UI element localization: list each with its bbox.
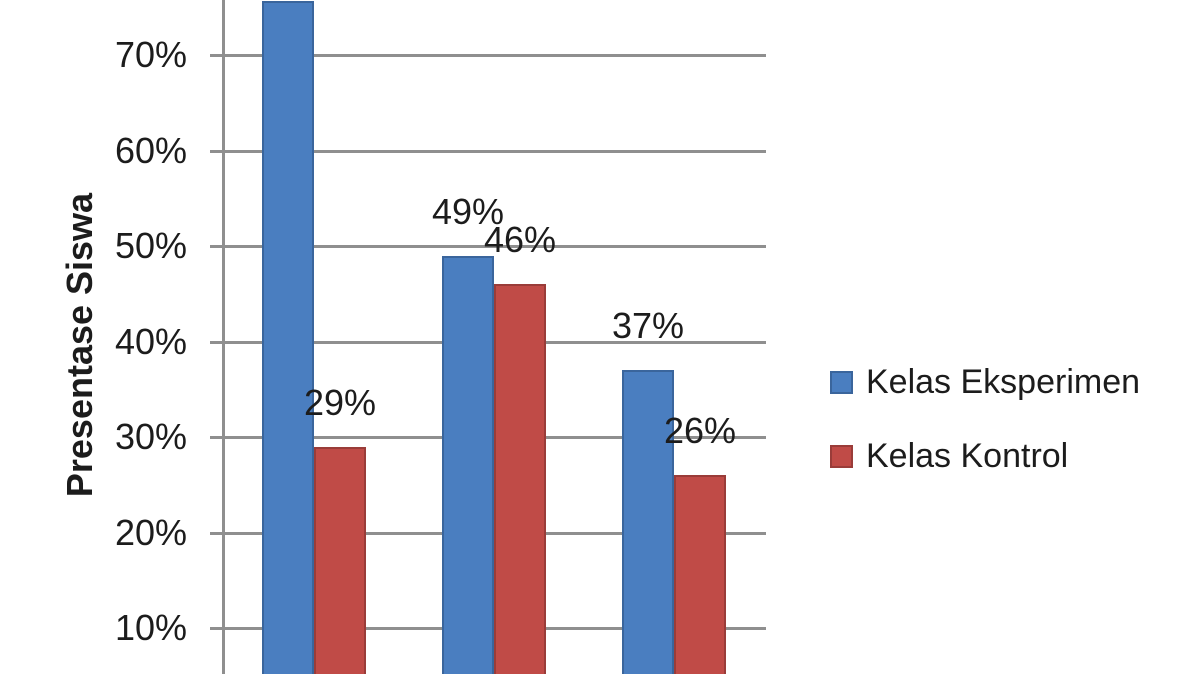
y-tick-label-40%: 40%: [114, 320, 187, 362]
bar-kelas-kontrol-group2: [494, 284, 546, 674]
y-tick-label-50%: 50%: [114, 225, 187, 266]
bar-kelas-eksperimen-group3: [622, 370, 674, 674]
gridline-70%: [210, 54, 766, 57]
bar-data-label-kelas-eksperimen-group2: 49%: [431, 190, 505, 232]
bar-kelas-eksperimen-group2: [442, 255, 494, 674]
y-tick-label-20%: 20%: [114, 511, 187, 553]
legend-label-kelas-kontrol: Kelas Kontrol: [866, 437, 1069, 475]
y-tick-label-60%: 60%: [114, 129, 187, 171]
legend-swatch-kelas-eksperimen: [830, 370, 853, 394]
bar-data-label-kelas-kontrol-group3: 26%: [663, 410, 737, 452]
y-tick-label-70%: 70%: [114, 34, 187, 75]
bar-data-label-kelas-eksperimen-group3: 37%: [611, 305, 685, 347]
bar-kelas-kontrol-group1: [314, 446, 366, 674]
y-tick-label-10%: 10%: [114, 607, 187, 648]
gridline-60%: [210, 149, 766, 153]
bar-kelas-eksperimen-group1: [262, 1, 314, 674]
bar-kelas-kontrol-group3: [674, 475, 726, 674]
y-tick-label-30%: 30%: [114, 416, 187, 457]
legend-item-kelas-eksperimen: Kelas Eksperimen: [830, 360, 1140, 404]
legend-swatch-kelas-kontrol: [830, 444, 853, 468]
bar-data-label-kelas-kontrol-group1: 29%: [303, 381, 377, 423]
y-axis-line: [222, 0, 225, 674]
bar-data-label-kelas-kontrol-group2: 46%: [483, 219, 557, 261]
gridline-50%: [210, 245, 766, 248]
legend-item-kelas-kontrol: Kelas Kontrol: [830, 434, 1068, 478]
legend-label-kelas-eksperimen: Kelas Eksperimen: [866, 363, 1141, 401]
